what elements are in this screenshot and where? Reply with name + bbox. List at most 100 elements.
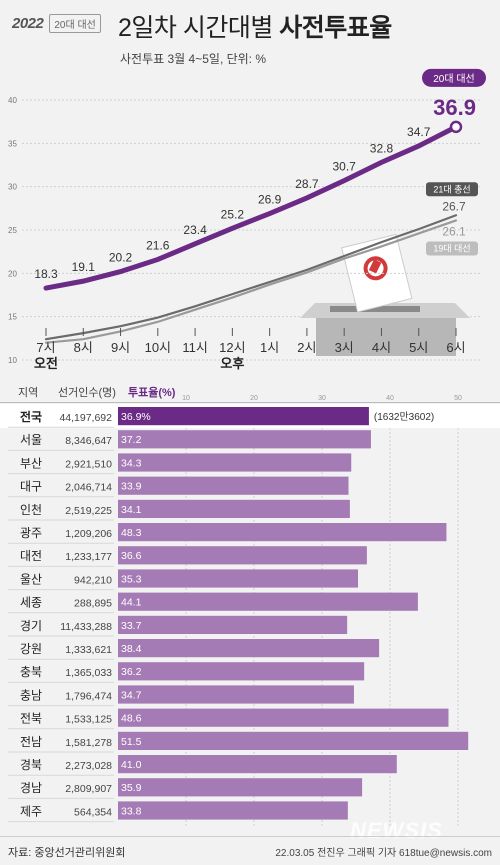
region-label: 울산 xyxy=(20,572,42,586)
turnout-label: 34.3 xyxy=(121,457,142,469)
region-label: 인천 xyxy=(20,502,42,517)
series-line-21st-general xyxy=(44,214,458,341)
region-label: 대전 xyxy=(20,549,42,563)
series-tag-20th: 20대 대선 xyxy=(433,73,475,85)
turnout-label: 33.9 xyxy=(121,481,142,493)
data-label: 28.7 xyxy=(295,177,319,191)
footer: 자료: 중앙선거관리위원회 22.03.05 전진우 그래픽 기자 618tue… xyxy=(0,836,500,865)
y-tick-label: 25 xyxy=(8,226,17,235)
header: 2022 20대 대선 2일차 시간대별 사전투표율 사전투표 3월 4~5일,… xyxy=(0,0,500,80)
table-row: 대전 1,233,177 36.6 xyxy=(8,546,367,567)
series-line-19th-presidential xyxy=(44,219,458,344)
turnout-bar xyxy=(118,615,348,634)
series-line-20th-presidential xyxy=(43,124,459,291)
x-sub-label: 오전 xyxy=(34,356,58,371)
turnout-label: 35.9 xyxy=(121,782,142,794)
bar-tick-label: 30 xyxy=(318,395,326,402)
turnout-label: 34.7 xyxy=(121,689,142,701)
table-row: 경북 2,273,028 41.0 xyxy=(8,755,397,776)
region-label: 경기 xyxy=(20,619,42,633)
voters-value: 288,895 xyxy=(74,598,112,610)
x-tick-label: 9시 xyxy=(111,340,130,355)
y-tick-label: 15 xyxy=(8,313,17,322)
turnout-bar xyxy=(118,662,365,681)
region-label: 서울 xyxy=(20,433,42,447)
data-label: 18.3 xyxy=(34,267,58,281)
table-row: 울산 942,210 35.3 xyxy=(8,569,359,591)
region-label: 제주 xyxy=(20,804,42,818)
x-tick-label: 1시 xyxy=(260,340,279,355)
region-label: 광주 xyxy=(20,526,42,540)
voters-value: 1,533,125 xyxy=(65,714,112,726)
x-tick-label: 11시 xyxy=(182,340,207,355)
turnout-bar xyxy=(118,569,359,588)
region-label: 경북 xyxy=(20,758,42,772)
data-label: 19.1 xyxy=(72,260,96,274)
x-tick-label: 12시 xyxy=(219,340,245,355)
x-tick-label: 7시 xyxy=(36,340,55,355)
voters-value: 1,233,177 xyxy=(65,551,112,563)
y-tick-label: 30 xyxy=(8,183,17,192)
x-tick-label: 8시 xyxy=(74,340,93,355)
turnout-bar xyxy=(118,523,447,542)
table-row: 제주 564,354 33.8 xyxy=(8,801,348,823)
logo-year: 2022 xyxy=(12,14,44,32)
turnout-bar xyxy=(118,801,348,820)
data-label: 25.2 xyxy=(221,207,245,221)
y-tick-label: 35 xyxy=(8,139,17,148)
table-row: 경기 11,433,288 33.7 xyxy=(8,615,348,637)
page-title: 2일차 시간대별 사전투표율 xyxy=(118,8,392,44)
series-tag-bg xyxy=(426,182,478,197)
bar-tick-label: 10 xyxy=(182,395,190,402)
data-label: 32.8 xyxy=(370,141,394,155)
table-row: 강원 1,333,621 38.4 xyxy=(8,639,380,660)
voters-value: 1,333,621 xyxy=(65,644,112,656)
turnout-label: 36.6 xyxy=(121,550,142,562)
turnout-bar xyxy=(118,430,371,449)
turnout-bar xyxy=(118,453,352,472)
turnout-label: 35.3 xyxy=(121,573,142,585)
series-tag-21st: 21대 총선 xyxy=(433,184,470,194)
turnout-label: 44.1 xyxy=(121,597,142,609)
turnout-bar xyxy=(118,708,449,727)
table-row: 경남 2,809,907 35.9 xyxy=(8,778,363,799)
y-tick-label: 20 xyxy=(8,269,17,278)
voters-value: 2,046,714 xyxy=(65,482,112,494)
voters-value: 1,209,206 xyxy=(65,528,112,540)
title-light: 2일차 시간대별 xyxy=(118,14,280,42)
region-label: 전북 xyxy=(20,712,42,726)
last-value-label: 36.9 xyxy=(433,95,476,120)
turnout-bar xyxy=(118,778,363,797)
series-tag-bg xyxy=(422,68,486,87)
table-row: 세종 288,895 44.1 xyxy=(8,592,418,614)
data-label: 21.6 xyxy=(146,238,170,252)
turnout-bar xyxy=(118,685,354,704)
region-label: 부산 xyxy=(20,456,42,470)
x-tick-label: 4시 xyxy=(372,340,391,355)
turnout-label: 51.5 xyxy=(121,736,142,748)
source-text: 자료: 중앙선거관리위원회 xyxy=(8,847,126,859)
line-chart: 10 15 20 25 30 35 40 18.3 19.1 20.2 21.6 23.4 25.2 2… xyxy=(8,68,486,371)
region-label: 대구 xyxy=(20,480,42,494)
turnout-bar xyxy=(118,476,349,495)
voters-value: 1,796,474 xyxy=(65,690,112,702)
turnout-bar xyxy=(118,592,418,611)
turnout-label: 33.7 xyxy=(121,620,142,632)
data-label: 23.4 xyxy=(183,223,207,237)
turnout-label: 38.4 xyxy=(121,643,142,655)
turnout-label: 34.1 xyxy=(121,504,142,516)
turnout-bar xyxy=(118,546,367,565)
bar-tick-label: 20 xyxy=(250,395,258,402)
table-row: 광주 1,209,206 48.3 xyxy=(8,523,447,544)
bar-tick-label: 50 xyxy=(454,395,462,402)
region-label: 전남 xyxy=(20,735,42,749)
table-row: 서울 8,346,647 37.2 xyxy=(8,430,371,451)
col-rate: 투표율(%) xyxy=(128,387,176,399)
x-tick-label: 10시 xyxy=(145,340,171,355)
table-row: 전북 1,533,125 48.6 xyxy=(8,708,449,730)
x-tick-label: 3시 xyxy=(335,340,354,355)
x-tick-label: 2시 xyxy=(297,340,316,355)
region-label: 충남 xyxy=(20,688,42,702)
voters-value: 2,273,028 xyxy=(65,760,112,772)
logo-subtitle: 20대 대선 xyxy=(49,13,101,33)
